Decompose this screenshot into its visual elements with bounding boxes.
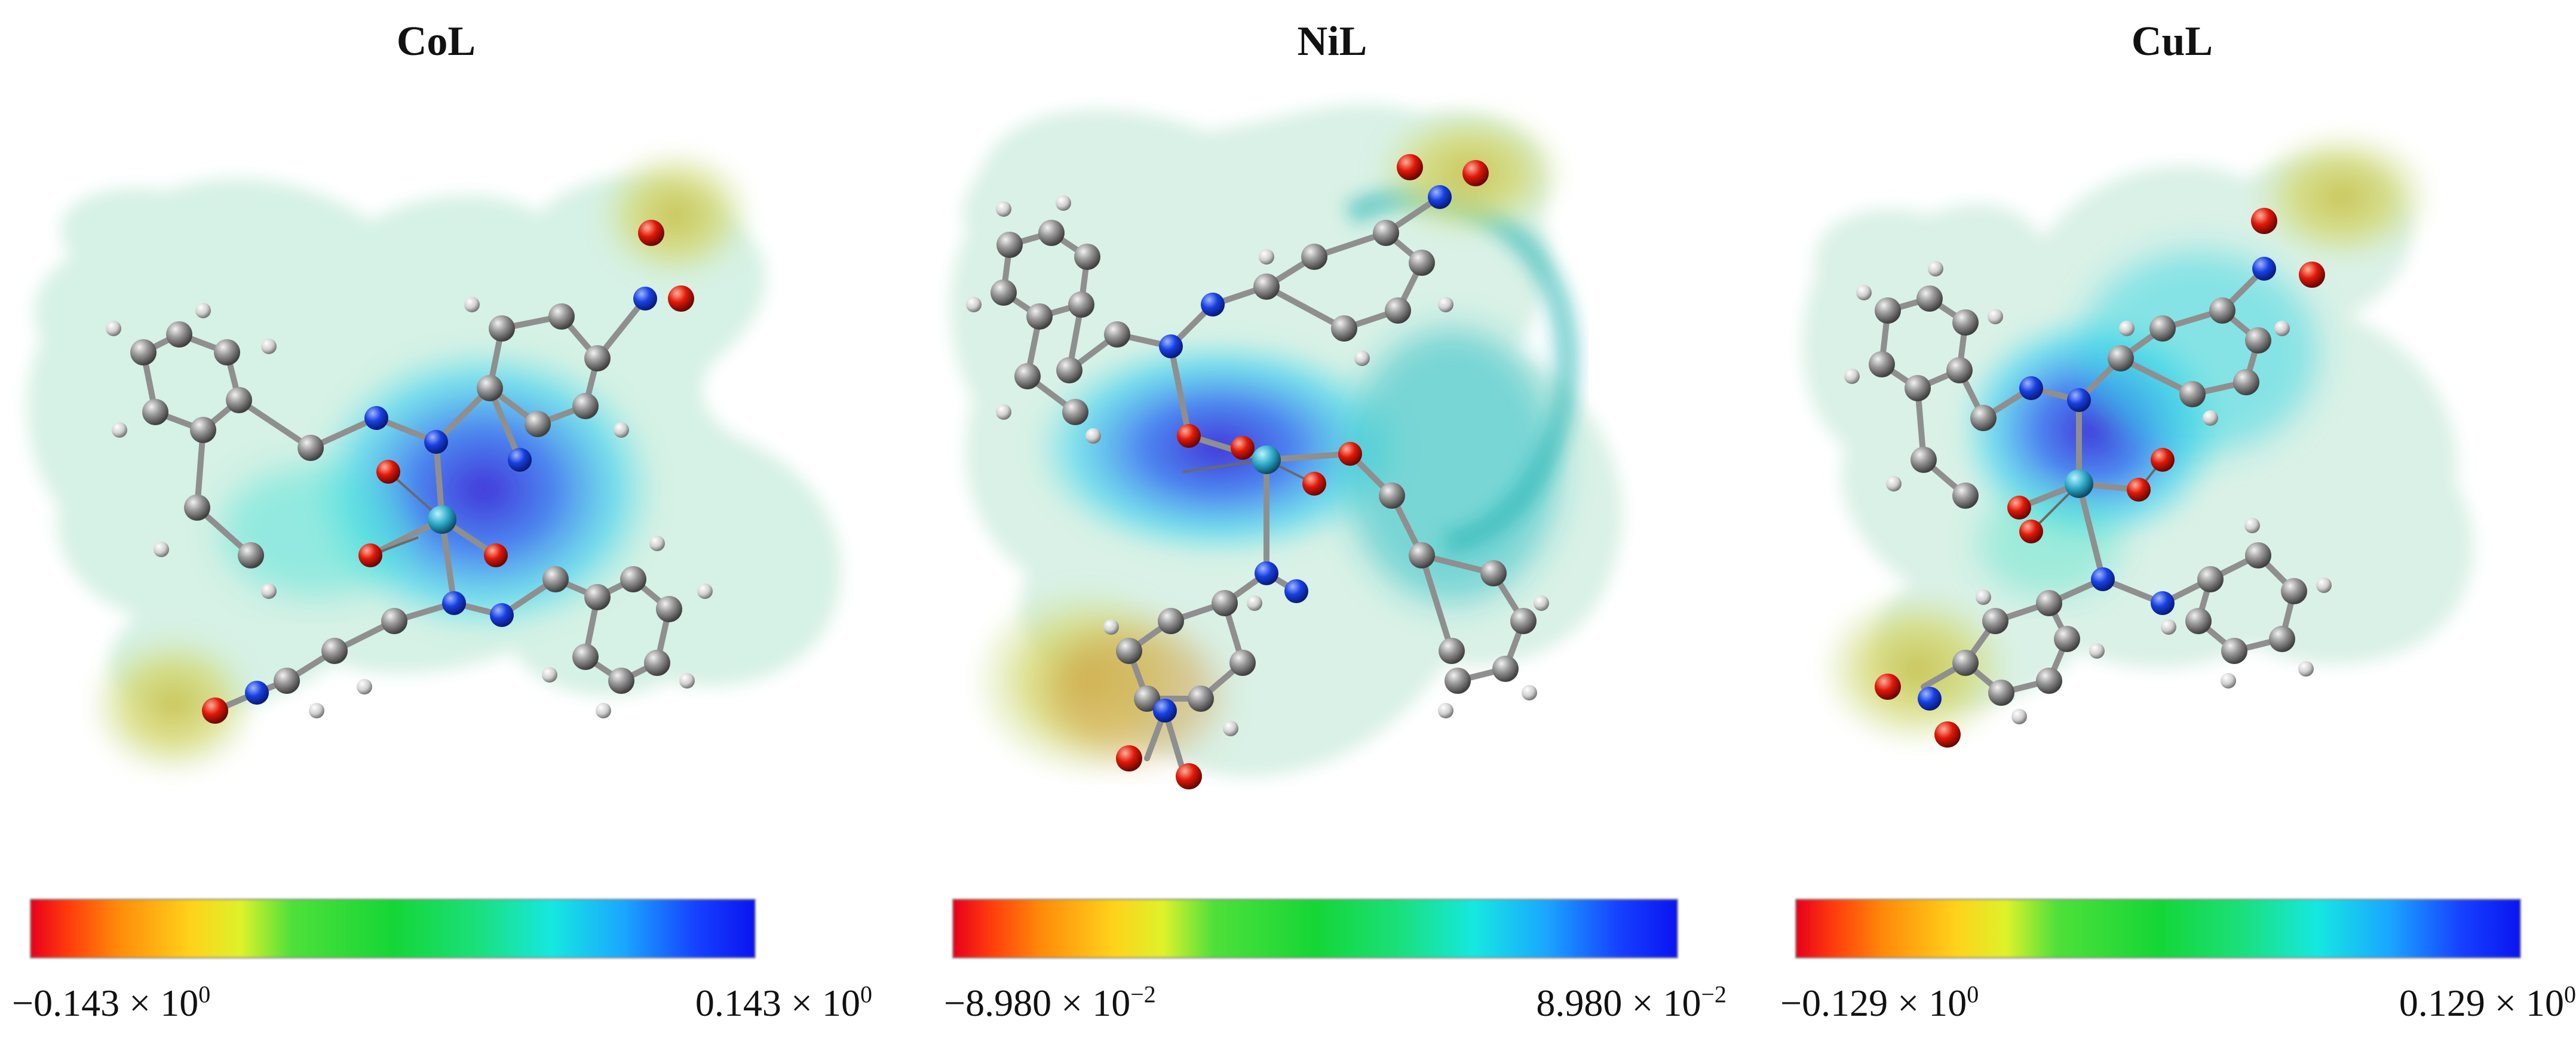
panel-col: CoL (0, 0, 872, 1048)
panel-cul: CuL (1768, 0, 2576, 1048)
panel-title: CoL (396, 19, 476, 64)
color-scale-bar (952, 899, 1678, 958)
scale-min-label: −0.143 × 100 (12, 981, 211, 1024)
scale-max-label: 0.129 × 100 (2399, 981, 2576, 1024)
panel-nil: NiL (932, 0, 1732, 1048)
panel-title: NiL (1297, 19, 1367, 64)
panel-title: CuL (2131, 19, 2213, 64)
color-scale-bar (30, 899, 756, 958)
molecule-surface-image (932, 78, 1732, 854)
scale-max-label: 8.980 × 10−2 (1536, 981, 1726, 1024)
molecule-surface-image (0, 78, 872, 854)
color-scale-bar (1795, 899, 2521, 958)
molecule-surface-image (1768, 78, 2576, 854)
scale-min-label: −8.980 × 10−2 (944, 981, 1156, 1024)
scale-max-label: 0.143 × 100 (695, 981, 872, 1024)
scale-min-label: −0.129 × 100 (1780, 981, 1979, 1024)
